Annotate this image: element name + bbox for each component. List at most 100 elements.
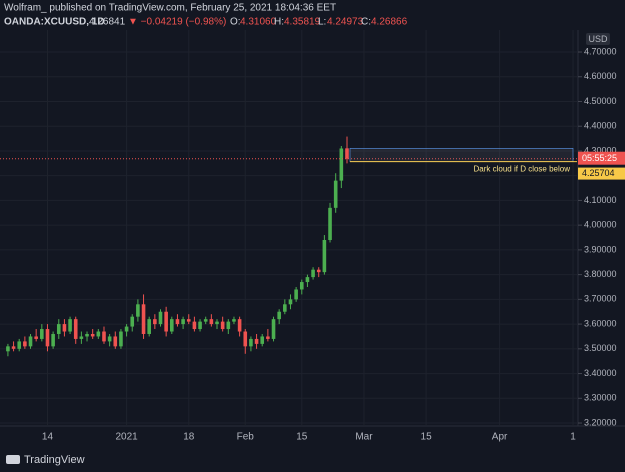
x-tick-label: Feb [237,432,255,443]
candle-body [102,331,106,342]
countdown: 05:55:25 [582,153,617,163]
candle-body [40,329,44,339]
h-label: H: [274,17,284,28]
logo [6,455,20,464]
currency-box [586,33,610,45]
x-tick-label: 15 [421,432,433,443]
alert-box [578,167,625,180]
candle-body [322,239,327,273]
candle-body [113,336,118,347]
o-label: O: [230,17,241,28]
candle-body [23,341,27,347]
x-tick-label: 2021 [115,432,138,443]
candle-body [294,289,298,300]
candle-body [34,336,38,339]
o-value: 4.31060 [240,17,277,28]
candle-body [299,282,304,290]
candle-body [209,319,214,325]
candle-body [288,299,293,305]
y-tick-label: 3.80000 [584,269,617,279]
candle-body [249,338,253,347]
candle-body [203,319,208,322]
candle-body [271,319,276,339]
h-value: 4.35819 [284,17,321,28]
candle-body [11,346,16,349]
last-price: 4.26841 [89,17,126,28]
candle-body [226,321,231,330]
l-value: 4.24973 [327,17,364,28]
candle-body [266,336,270,339]
countdown-box [578,151,625,165]
candle-body [164,311,168,332]
candle-body [153,319,157,325]
candle-body [107,336,112,342]
y-tick-label: 4.00000 [584,220,617,230]
y-tick-label: 4.10000 [584,195,617,205]
candle-body [62,324,67,332]
footer: TradingView [6,454,85,466]
candle-body [254,338,259,344]
candle-body [28,336,33,347]
candle-body [328,207,332,240]
candle-body [130,316,135,327]
candle-body [45,329,50,347]
y-tick-label: 4.60000 [584,71,617,81]
candle-body [215,321,219,325]
x-tick-label: 15 [296,432,308,443]
candle-body [198,321,202,330]
candle-body [51,333,55,347]
publisher: Wolfram_ published on TradingView.com, F… [4,3,336,14]
c-label: C: [361,17,371,28]
brand: TradingView [24,454,85,466]
candle-body [6,346,10,352]
candle-body [277,311,281,320]
candle-body [283,304,287,312]
y-tick-label: 3.70000 [584,294,617,304]
candle-body [192,321,197,330]
y-tick-label: 4.70000 [584,46,617,56]
candle-body [119,331,123,347]
candle-body [17,341,22,349]
candle-body [85,333,89,337]
candle-body [136,304,140,317]
signal-box [349,148,574,162]
y-tick-label: 3.30000 [584,393,617,403]
alert-label: 4.25704 [582,168,615,178]
x-tick-label: Apr [492,432,508,443]
candle-body [186,319,191,322]
y-tick-label: 4.50000 [584,96,617,106]
symbol: OANDA:XCUUSD, 1D [4,17,105,28]
candle-body [232,319,236,322]
candle-body [243,331,248,347]
candle-body [175,319,180,325]
candle-body [79,336,84,339]
candle-body [158,311,163,325]
change: ▼ −0.04219 (−0.98%) [128,17,226,28]
currency: USD [588,34,608,44]
candle-body [124,326,129,332]
y-tick-label: 3.90000 [584,244,617,254]
x-tick-label: 18 [183,432,195,443]
y-tick-label: 3.60000 [584,318,617,328]
candle-body [220,321,225,330]
candle-body [345,148,349,159]
x-tick-label: Mar [355,432,373,443]
candle-body [260,336,265,344]
y-tick-label: 3.40000 [584,368,617,378]
candle-body [96,331,101,337]
l-label: L: [318,17,326,28]
x-tick-label: 14 [42,432,54,443]
candle-body [333,180,338,208]
c-value: 4.26866 [371,17,408,28]
y-tick-label: 3.50000 [584,343,617,353]
candle-body [316,269,321,273]
candle-body [311,269,315,278]
x-tick-label: 1 [570,432,576,443]
candle-body [90,333,95,337]
candle-body [181,319,185,325]
candle-body [56,324,61,334]
candle-body [237,319,242,332]
candle-body [305,277,310,283]
